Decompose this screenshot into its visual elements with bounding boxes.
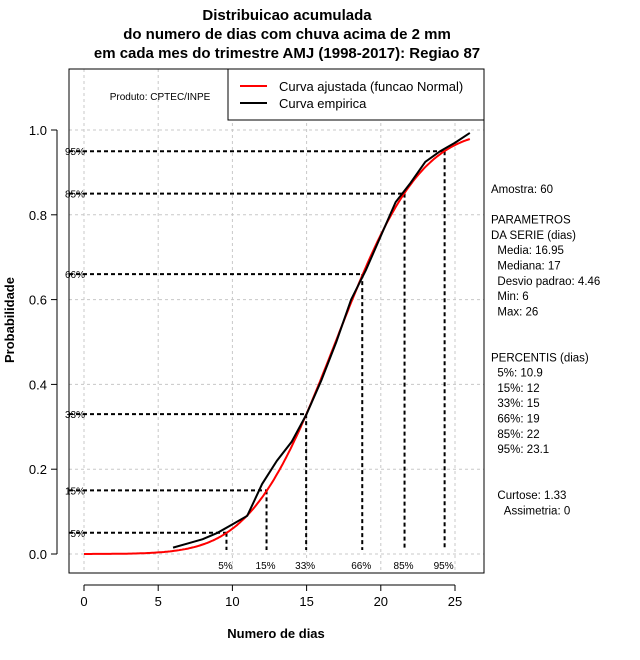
percentile-x-label: 15% [256,561,276,572]
chart-title-line: Distribuicao acumulada [202,7,372,24]
y-tick-label: 0.8 [29,208,47,223]
y-axis-label: Probabilidade [2,277,17,363]
x-axis-label: Numero de dias [227,626,325,641]
y-tick-label: 0.6 [29,293,47,308]
stats-text-line: 85%: 22 [491,429,540,441]
x-tick-label: 0 [80,594,87,609]
stats-text-line: Min: 6 [491,291,529,303]
stats-text-line: 95%: 23.1 [491,444,549,456]
stats-text-line: PARAMETROS [491,215,571,227]
percentile-x-label: 85% [394,561,414,572]
percentile-x-label: 66% [351,561,371,572]
stats-text-line: 15%: 12 [491,383,540,395]
stats-text-line: Curtose: 1.33 [491,490,566,502]
legend-label: Curva ajustada (funcao Normal) [279,79,463,94]
x-tick-label: 15 [299,594,313,609]
stats-text-line: DA SERIE (dias) [491,230,576,242]
y-tick-label: 1.0 [29,123,47,138]
stats-text-line: Max: 26 [491,306,538,318]
percentile-x-label: 5% [218,561,233,572]
stats-text-line: Desvio padrao: 4.46 [491,276,600,288]
x-tick-label: 5 [155,594,162,609]
chart-title-line: em cada mes do trimestre AMJ (1998-2017)… [94,45,480,62]
y-tick-label: 0.4 [29,377,47,392]
fitted-normal-curve [84,138,471,555]
stats-text-line: 5%: 10.9 [491,368,543,380]
percentile-y-label: 33% [65,410,85,421]
x-tick-label: 25 [448,594,462,609]
stats-text-line: Assimetria: 0 [491,505,570,517]
legend-label: Curva empirica [279,96,367,111]
stats-text-line: PERCENTIS (dias) [491,352,589,364]
stats-text-line: 66%: 19 [491,414,540,426]
percentile-y-label: 85% [65,190,85,201]
x-tick-label: 20 [374,594,388,609]
percentile-y-label: 15% [65,486,85,497]
plot-frame [68,68,485,574]
stats-text-line: Media: 16.95 [491,245,564,257]
y-tick-label: 0.2 [29,462,47,477]
empirical-curve [172,132,471,549]
percentile-y-label: 95% [65,147,85,158]
stats-text-line: Mediana: 17 [491,261,561,273]
y-tick-label: 0.0 [29,547,47,562]
stats-text-line: Amostra: 60 [491,184,553,196]
credit-text: Produto: CPTEC/INPE [110,92,211,103]
percentile-x-label: 33% [295,561,315,572]
percentile-x-label: 95% [434,561,454,572]
percentile-y-label: 5% [71,529,86,540]
x-tick-label: 10 [225,594,239,609]
percentile-y-label: 66% [65,270,85,281]
chart-title-line: do numero de dias com chuva acima de 2 m… [123,26,451,43]
legend-box [227,68,485,121]
stats-text-line: 33%: 15 [491,398,540,410]
